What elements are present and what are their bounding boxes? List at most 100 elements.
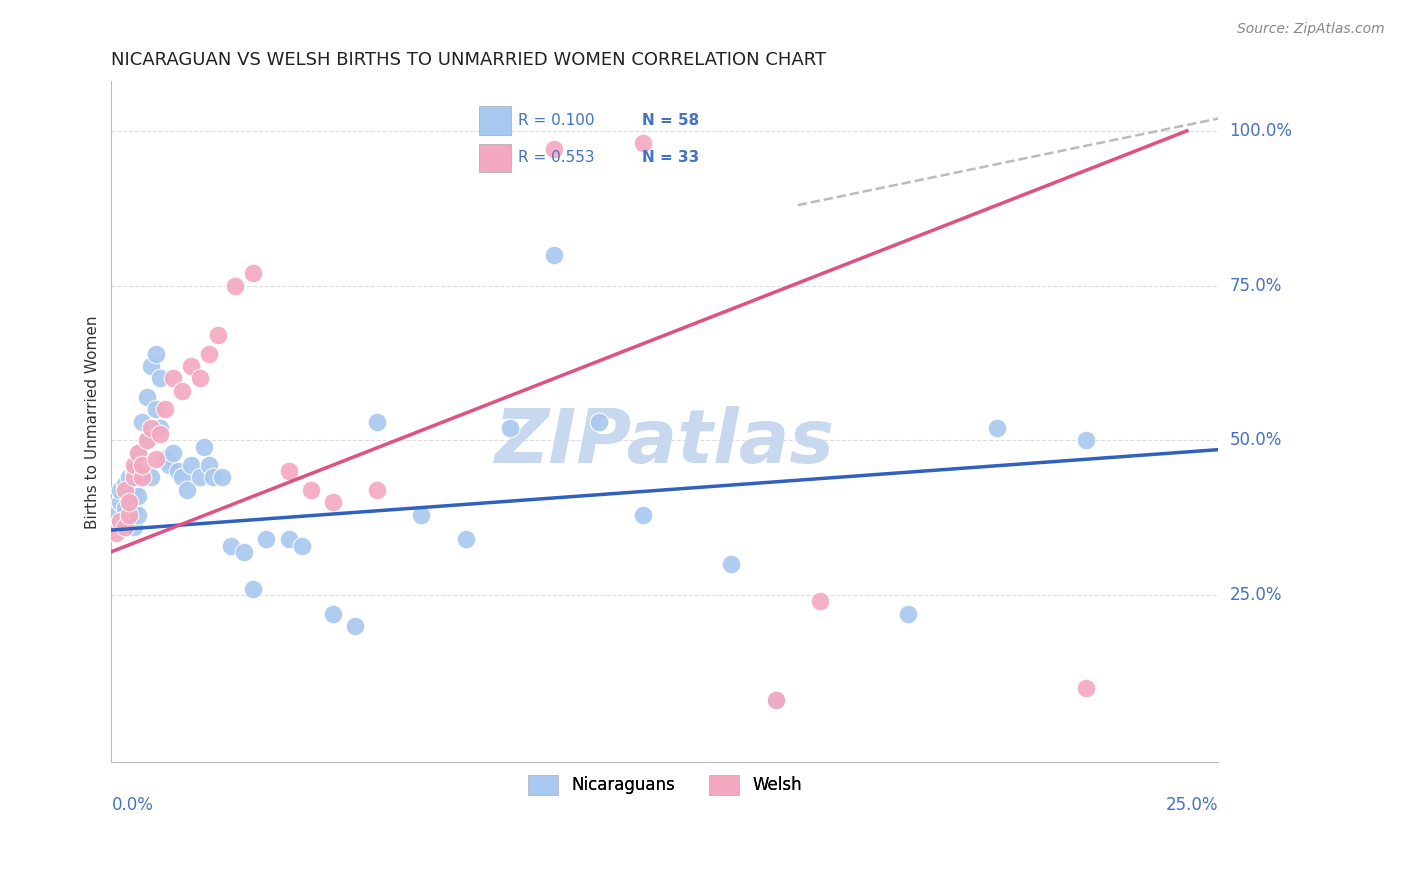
Point xyxy=(291,539,314,553)
Point xyxy=(720,557,742,571)
Point xyxy=(131,415,153,429)
Text: 100.0%: 100.0% xyxy=(1230,122,1292,140)
Point xyxy=(180,458,202,472)
Point xyxy=(114,520,136,534)
Point xyxy=(765,693,787,707)
Point xyxy=(122,501,145,516)
Point xyxy=(499,421,522,435)
Point xyxy=(122,520,145,534)
Point xyxy=(157,458,180,472)
Point xyxy=(765,693,787,707)
Point xyxy=(188,470,211,484)
Point xyxy=(172,384,194,398)
Point xyxy=(118,514,141,528)
Text: 25.0%: 25.0% xyxy=(1166,797,1219,814)
Point xyxy=(207,328,229,343)
Point xyxy=(114,483,136,497)
Point xyxy=(110,495,132,509)
Point xyxy=(224,278,246,293)
Point xyxy=(145,347,167,361)
Point xyxy=(118,489,141,503)
Point xyxy=(127,446,149,460)
Point xyxy=(897,607,920,621)
Text: 25.0%: 25.0% xyxy=(1230,586,1282,604)
Point xyxy=(198,347,221,361)
Point xyxy=(277,533,299,547)
Text: 50.0%: 50.0% xyxy=(1230,432,1282,450)
Text: 75.0%: 75.0% xyxy=(1230,277,1282,294)
Point xyxy=(366,415,388,429)
Point xyxy=(135,434,157,448)
Text: ZIPatlas: ZIPatlas xyxy=(495,406,835,479)
Point xyxy=(411,508,433,522)
Point xyxy=(122,458,145,472)
Point xyxy=(322,607,344,621)
Text: 0.0%: 0.0% xyxy=(111,797,153,814)
Point xyxy=(118,495,141,509)
Point xyxy=(141,359,163,373)
Point xyxy=(322,495,344,509)
Point xyxy=(986,421,1008,435)
Point xyxy=(198,458,221,472)
Point xyxy=(277,464,299,478)
Point xyxy=(366,483,388,497)
Point xyxy=(202,470,225,484)
Point xyxy=(110,483,132,497)
Y-axis label: Births to Unmarried Women: Births to Unmarried Women xyxy=(86,315,100,529)
Point xyxy=(1074,681,1097,695)
Point xyxy=(176,483,198,497)
Point xyxy=(588,415,610,429)
Point xyxy=(118,508,141,522)
Point xyxy=(1074,434,1097,448)
Point xyxy=(219,539,242,553)
Point xyxy=(122,464,145,478)
Point xyxy=(104,508,127,522)
Point xyxy=(193,440,215,454)
Point xyxy=(118,470,141,484)
Point xyxy=(808,594,831,608)
Point xyxy=(299,483,322,497)
Point xyxy=(172,470,194,484)
Point xyxy=(166,464,188,478)
Point xyxy=(135,390,157,404)
Point xyxy=(149,427,172,442)
Point xyxy=(153,402,176,417)
Point xyxy=(122,470,145,484)
Point xyxy=(145,402,167,417)
Point xyxy=(543,247,565,261)
Text: Source: ZipAtlas.com: Source: ZipAtlas.com xyxy=(1237,22,1385,37)
Point xyxy=(131,470,153,484)
Legend: Nicaraguans, Welsh: Nicaraguans, Welsh xyxy=(522,768,808,802)
Point xyxy=(188,371,211,385)
Point xyxy=(153,451,176,466)
Point xyxy=(211,470,233,484)
Point xyxy=(104,526,127,541)
Point xyxy=(454,533,477,547)
Point xyxy=(543,143,565,157)
Point xyxy=(180,359,202,373)
Point xyxy=(114,520,136,534)
Point xyxy=(114,501,136,516)
Point xyxy=(135,434,157,448)
Point xyxy=(127,489,149,503)
Point xyxy=(343,619,366,633)
Point xyxy=(131,458,153,472)
Point xyxy=(145,451,167,466)
Point xyxy=(131,470,153,484)
Point xyxy=(149,371,172,385)
Point xyxy=(631,508,654,522)
Point xyxy=(233,545,256,559)
Point xyxy=(162,371,184,385)
Point xyxy=(141,421,163,435)
Point xyxy=(149,421,172,435)
Text: NICARAGUAN VS WELSH BIRTHS TO UNMARRIED WOMEN CORRELATION CHART: NICARAGUAN VS WELSH BIRTHS TO UNMARRIED … xyxy=(111,51,827,69)
Point xyxy=(114,476,136,491)
Point xyxy=(254,533,277,547)
Point xyxy=(631,136,654,151)
Point xyxy=(110,514,132,528)
Point xyxy=(242,266,264,280)
Point xyxy=(242,582,264,596)
Point xyxy=(162,446,184,460)
Point xyxy=(122,483,145,497)
Point xyxy=(127,508,149,522)
